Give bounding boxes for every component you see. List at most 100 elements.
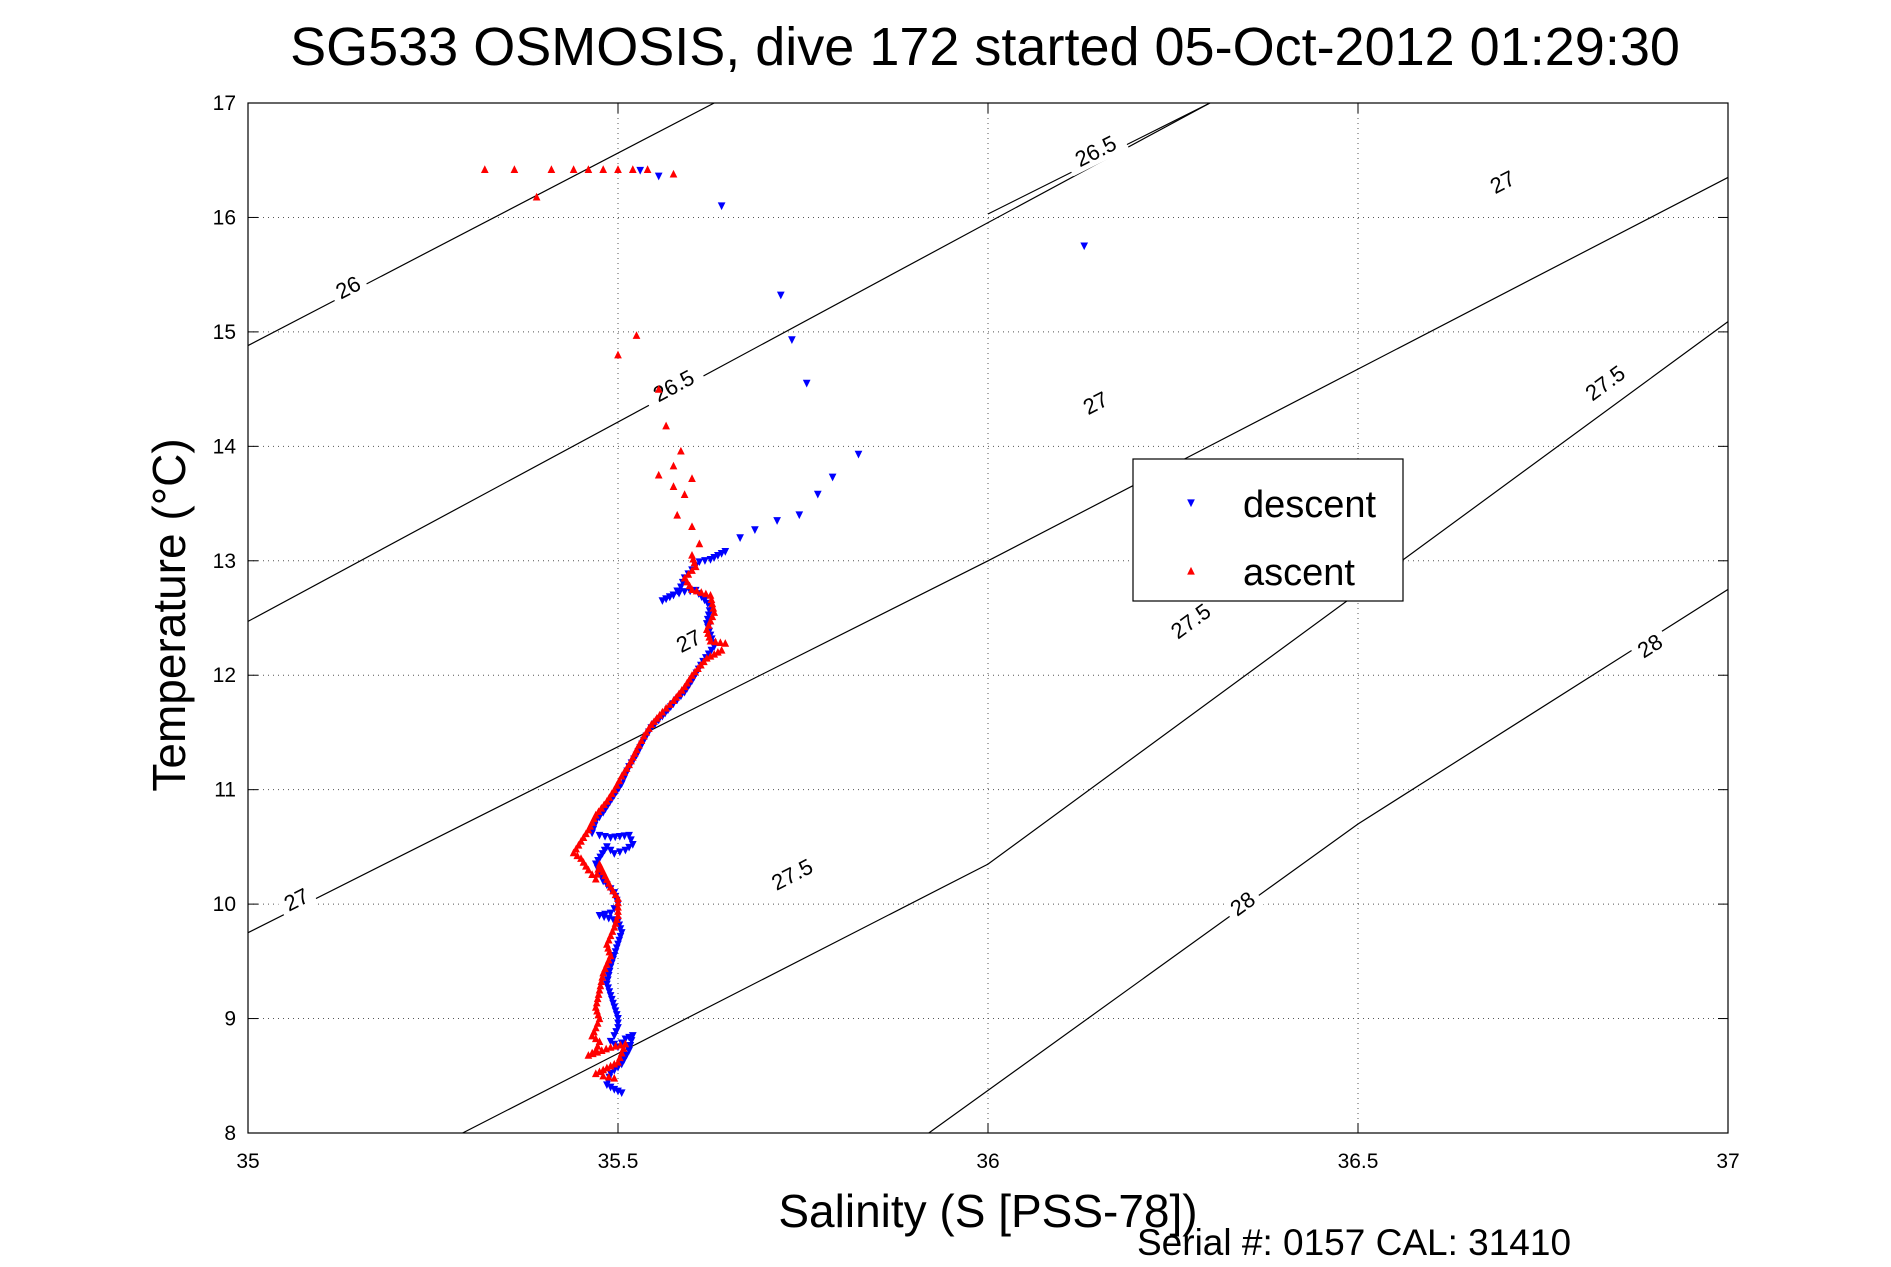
legend-descent-marker [1187,499,1195,508]
descent-point [616,932,625,941]
ascent-point [688,474,696,482]
ascent-point [669,696,678,704]
descent-point [695,558,704,567]
descent-point [795,511,804,520]
ascent-point [603,797,611,805]
descent-point [614,1019,622,1028]
ascent-point [662,421,670,430]
descent-point [662,595,670,604]
contour-label-background [641,362,707,412]
contour-label-background [1482,165,1525,202]
descent-point [610,952,619,960]
ascent-point [610,1059,619,1068]
ascent-point [603,1063,611,1072]
density-contour-line [462,321,1728,1133]
ascent-point [614,350,622,359]
descent-point [603,980,611,989]
ascent-point [695,539,704,548]
y-tick-label: 11 [214,779,236,802]
ascent-point [694,664,702,672]
descent-point [628,1032,637,1040]
ascent-point [716,638,725,647]
x-axis-label: Salinity (S [PSS-78]) [778,1185,1197,1237]
ascent-point [688,522,696,531]
descent-point [680,588,689,596]
x-tick-label: 37 [1716,1150,1739,1173]
ascent-point [669,461,678,470]
ascent-point [688,566,696,574]
ascent-series [480,165,730,1082]
descent-point [612,1011,621,1019]
descent-point [604,972,613,980]
descent-point [616,848,624,857]
ascent-point [688,585,696,593]
descent-point [611,948,620,956]
ascent-point [599,1071,608,1080]
descent-point [622,1051,631,1060]
ascent-point [665,700,674,708]
ascent-point [615,776,624,785]
chart-title: SG533 OSMOSIS, dive 172 started 05-Oct-2… [290,17,1680,77]
ascent-point [635,740,643,749]
ascent-point [591,874,600,883]
descent-point [636,166,645,175]
descent-point [616,925,625,934]
descent-point [615,936,624,945]
ascent-point [710,649,719,658]
descent-point [612,1028,620,1036]
ascent-point [691,562,700,571]
ascent-point [654,470,663,479]
ascent-point [637,736,646,745]
descent-point [620,832,629,841]
y-tick-label: 8 [224,1122,236,1145]
y-tick-label: 12 [213,664,236,687]
descent-point [706,556,715,564]
ascent-point [588,1031,596,1040]
ascent-point [569,165,578,173]
descent-point [591,860,600,869]
ascent-point [717,645,726,654]
plot-frame [247,102,1729,1134]
plot-layer: 35 35.5 36 36.5 378910111213141516172626.526… [213,92,1740,1173]
x-tick-label: 36 [976,1150,999,1173]
ascent-point [706,651,715,660]
descent-point [607,995,616,1004]
ascent-point [680,682,689,691]
ascent-point [594,807,603,816]
descent-point [614,1024,622,1032]
descent-point [658,597,667,605]
descent-point [606,992,615,1000]
contour-label-background [1222,885,1265,925]
ascent-point [599,165,608,173]
ascent-point [706,636,715,645]
descent-point [704,611,713,620]
ascent-point [606,1061,615,1070]
descent-point [627,836,635,845]
ascent-point [684,570,693,578]
contour-label-background [668,624,711,661]
ascent-point [714,647,722,656]
ascent-point [593,869,601,878]
ascent-point [677,686,686,694]
descent-point [626,1042,635,1050]
ascent-point [614,1057,622,1066]
contour-label-background [327,270,370,307]
ascent-point [610,1073,619,1082]
ascent-point [612,780,621,789]
descent-point [675,589,683,598]
ascent-point [584,165,593,173]
y-tick-label: 17 [213,92,236,115]
descent-point [736,534,744,542]
descent-point [788,336,796,344]
ascent-point [595,1067,604,1076]
descent-point [595,831,604,840]
ascent-point [597,803,606,812]
contour-label-background [1075,386,1118,423]
descent-point [707,646,716,655]
y-tick-label: 10 [213,893,236,916]
descent-point [610,1032,619,1040]
ascent-point [702,653,711,662]
y-tick-label: 9 [224,1008,236,1031]
descent-point [610,1003,619,1012]
